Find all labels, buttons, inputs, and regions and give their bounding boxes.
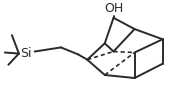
Text: OH: OH <box>104 2 123 15</box>
Text: Si: Si <box>20 47 32 60</box>
